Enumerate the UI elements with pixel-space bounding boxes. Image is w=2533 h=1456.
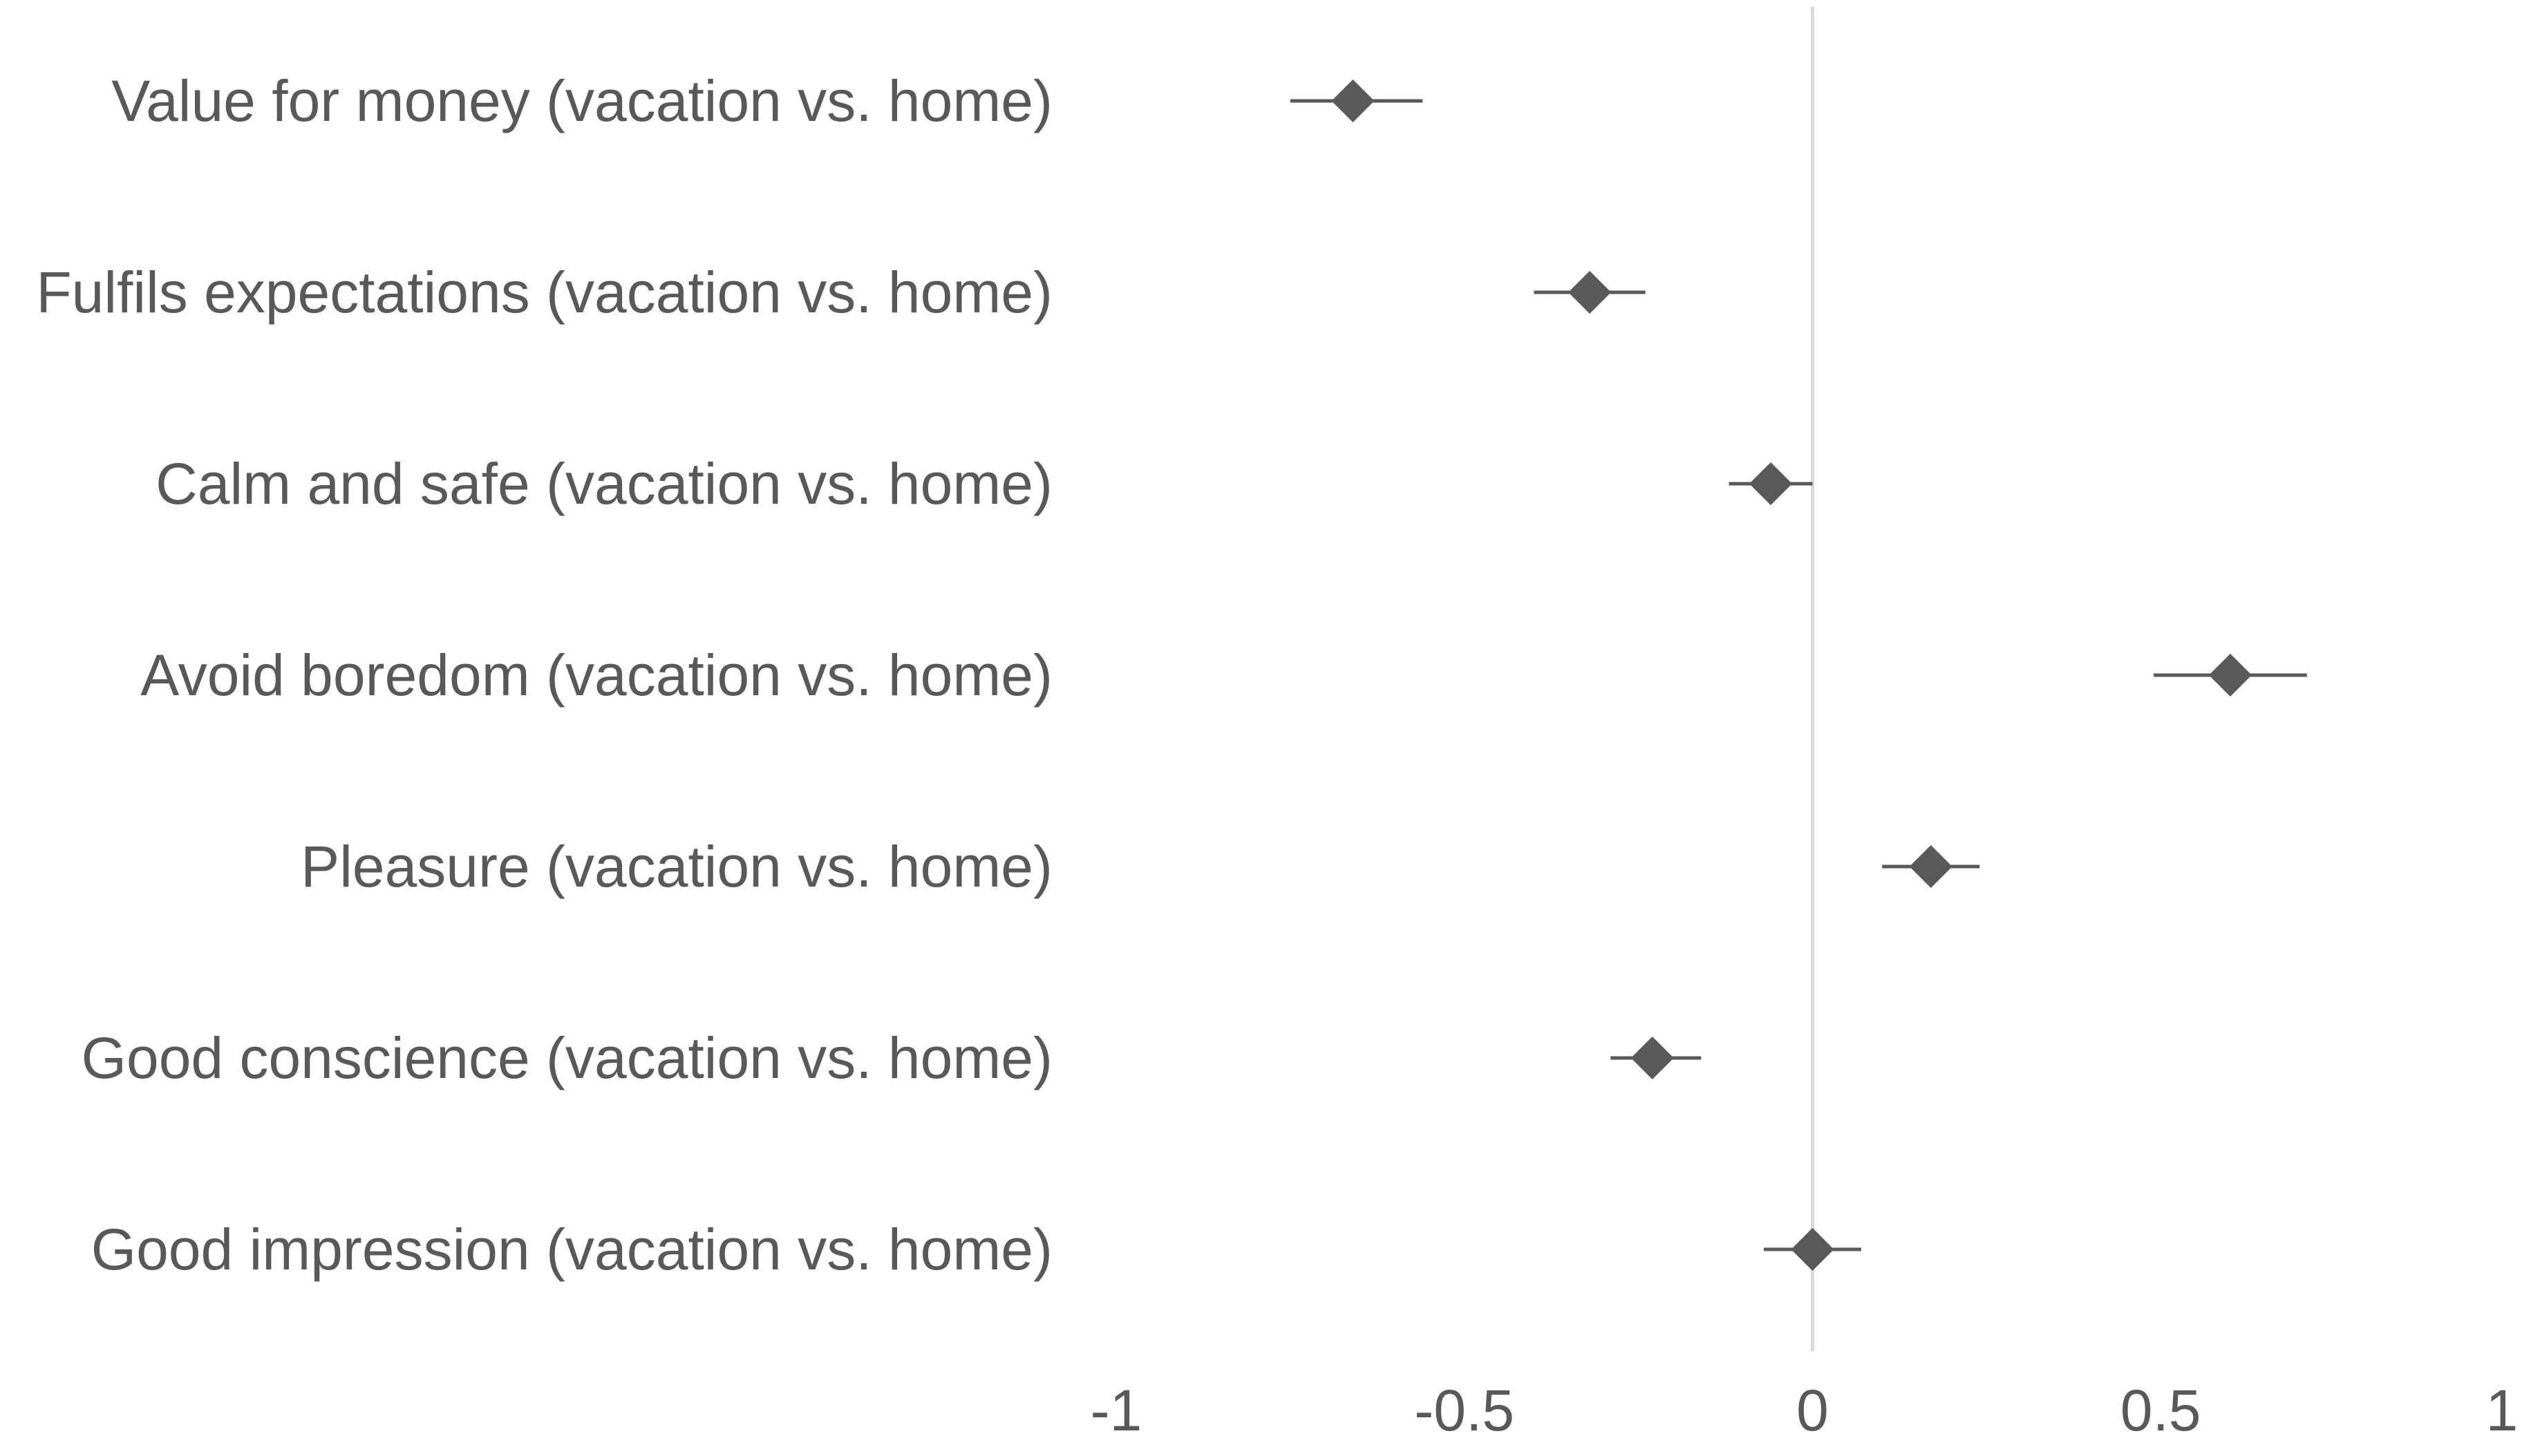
marker-avoid-boredom bbox=[2209, 654, 2252, 697]
marker-fulfils-expectations bbox=[1568, 271, 1612, 314]
category-label-good-conscience: Good conscience (vacation vs. home) bbox=[82, 1025, 1053, 1090]
marker-good-conscience bbox=[1630, 1037, 1674, 1079]
x-tick-label: 0.5 bbox=[2120, 1378, 2201, 1443]
x-tick-label: -0.5 bbox=[1414, 1378, 1514, 1443]
marker-value-for-money bbox=[1331, 79, 1375, 122]
category-label-pleasure: Pleasure (vacation vs. home) bbox=[301, 834, 1053, 899]
error-bar-layer bbox=[1290, 99, 2307, 1251]
category-label-layer: Value for money (vacation vs. home) Fulfi… bbox=[36, 68, 1053, 1282]
x-tick-label: 0 bbox=[1796, 1378, 1829, 1443]
marker-layer bbox=[1331, 79, 2252, 1271]
category-label-value-for-money: Value for money (vacation vs. home) bbox=[111, 68, 1053, 133]
marker-pleasure bbox=[1909, 845, 1952, 888]
x-tick-label-layer: -1 -0.5 0 0.5 1 bbox=[1091, 1378, 2518, 1443]
marker-good-impression bbox=[1791, 1228, 1834, 1271]
x-tick-label: 1 bbox=[2486, 1378, 2518, 1443]
category-label-avoid-boredom: Avoid boredom (vacation vs. home) bbox=[140, 643, 1053, 708]
marker-calm-and-safe bbox=[1749, 462, 1793, 505]
category-label-fulfils-expectations: Fulfils expectations (vacation vs. home) bbox=[36, 260, 1053, 325]
category-label-calm-and-safe: Calm and safe (vacation vs. home) bbox=[156, 451, 1053, 516]
x-tick-label: -1 bbox=[1091, 1378, 1142, 1443]
category-label-good-impression: Good impression (vacation vs. home) bbox=[91, 1217, 1053, 1282]
